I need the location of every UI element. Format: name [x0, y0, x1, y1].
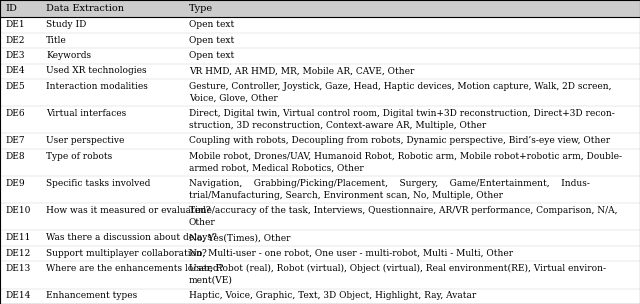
Text: Virtual interfaces: Virtual interfaces: [46, 109, 126, 118]
Text: Time/accuracy of the task, Interviews, Questionnaire, AR/VR performance, Compari: Time/accuracy of the task, Interviews, Q…: [189, 206, 618, 215]
Text: Direct, Digital twin, Virtual control room, Digital twin+3D reconstruction, Dire: Direct, Digital twin, Virtual control ro…: [189, 109, 614, 118]
Text: How was it measured or evaluated?: How was it measured or evaluated?: [46, 206, 211, 215]
Text: Keywords: Keywords: [46, 51, 92, 60]
Text: ment(VE): ment(VE): [189, 276, 233, 285]
Text: Was there a discussion about delays?: Was there a discussion about delays?: [46, 233, 217, 242]
Text: DE10: DE10: [5, 206, 31, 215]
Text: ID: ID: [5, 4, 17, 13]
Text: DE7: DE7: [5, 136, 25, 145]
Text: Type of robots: Type of robots: [46, 152, 113, 161]
Bar: [0, 0, 640, 17]
Text: DE14: DE14: [5, 292, 31, 300]
Text: Interaction modalities: Interaction modalities: [46, 82, 148, 91]
Text: Used XR technologies: Used XR technologies: [46, 67, 147, 75]
Text: DE5: DE5: [5, 82, 25, 91]
Text: armed robot, Medical Robotics, Other: armed robot, Medical Robotics, Other: [189, 164, 364, 172]
Text: Title: Title: [46, 36, 67, 45]
Text: Open text: Open text: [189, 36, 234, 45]
Text: DE6: DE6: [5, 109, 25, 118]
Text: DE13: DE13: [5, 264, 30, 273]
Text: No, Multi-user - one robot, One user - multi-robot, Multi - Multi, Other: No, Multi-user - one robot, One user - m…: [189, 249, 513, 258]
Text: Open text: Open text: [189, 20, 234, 29]
Text: Type: Type: [189, 4, 213, 13]
Text: Other: Other: [189, 218, 216, 227]
Text: No, Yes(Times), Other: No, Yes(Times), Other: [189, 233, 291, 242]
Text: Data Extraction: Data Extraction: [46, 4, 124, 13]
Text: Study ID: Study ID: [46, 20, 86, 29]
Text: Open text: Open text: [189, 51, 234, 60]
Text: Where are the enhancements located?: Where are the enhancements located?: [46, 264, 223, 273]
Text: User perspective: User perspective: [46, 136, 124, 145]
Text: VR HMD, AR HMD, MR, Mobile AR, CAVE, Other: VR HMD, AR HMD, MR, Mobile AR, CAVE, Oth…: [189, 67, 414, 75]
Text: trial/Manufacturing, Search, Environment scan, No, Multiple, Other: trial/Manufacturing, Search, Environment…: [189, 191, 503, 200]
Text: Voice, Glove, Other: Voice, Glove, Other: [189, 94, 278, 103]
Text: DE12: DE12: [5, 249, 30, 258]
Text: Support multiplayer collaboration?: Support multiplayer collaboration?: [46, 249, 207, 258]
Text: DE1: DE1: [5, 20, 25, 29]
Text: DE8: DE8: [5, 152, 25, 161]
Text: Navigation,    Grabbing/Picking/Placement,    Surgery,    Game/Entertainment,   : Navigation, Grabbing/Picking/Placement, …: [189, 179, 589, 188]
Text: DE2: DE2: [5, 36, 24, 45]
Text: Mobile robot, Drones/UAV, Humanoid Robot, Robotic arm, Mobile robot+robotic arm,: Mobile robot, Drones/UAV, Humanoid Robot…: [189, 152, 622, 161]
Text: Gesture, Controller, Joystick, Gaze, Head, Haptic devices, Motion capture, Walk,: Gesture, Controller, Joystick, Gaze, Hea…: [189, 82, 611, 91]
Text: User, Robot (real), Robot (virtual), Object (virtual), Real environment(RE), Vir: User, Robot (real), Robot (virtual), Obj…: [189, 264, 606, 273]
Text: DE3: DE3: [5, 51, 24, 60]
Text: Haptic, Voice, Graphic, Text, 3D Object, Highlight, Ray, Avatar: Haptic, Voice, Graphic, Text, 3D Object,…: [189, 292, 476, 300]
Text: Coupling with robots, Decoupling from robots, Dynamic perspective, Bird’s-eye vi: Coupling with robots, Decoupling from ro…: [189, 136, 610, 145]
Text: Enhancement types: Enhancement types: [46, 292, 138, 300]
Text: Specific tasks involved: Specific tasks involved: [46, 179, 150, 188]
Text: DE11: DE11: [5, 233, 31, 242]
Text: DE4: DE4: [5, 67, 25, 75]
Text: struction, 3D reconstruction, Context-aware AR, Multiple, Other: struction, 3D reconstruction, Context-aw…: [189, 121, 486, 130]
Text: DE9: DE9: [5, 179, 25, 188]
